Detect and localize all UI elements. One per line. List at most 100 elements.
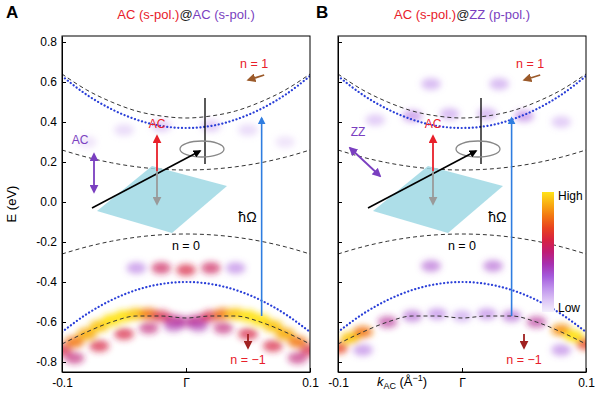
y-tick-mark xyxy=(62,322,66,323)
band-label: n = 1 xyxy=(240,57,268,71)
y-tick-mark xyxy=(338,122,342,123)
y-tick-mark xyxy=(62,82,66,83)
band-label: n = −1 xyxy=(230,353,265,367)
band-label: n = 0 xyxy=(448,239,476,253)
x-tick-label: Γ xyxy=(183,376,190,390)
y-axis xyxy=(338,37,342,373)
polarization-double xyxy=(93,154,95,192)
y-tick xyxy=(338,362,342,363)
y-tick xyxy=(338,42,342,43)
y-tick xyxy=(338,242,342,243)
y-tick-mark xyxy=(62,362,66,363)
inset-schematic: AC AC xyxy=(72,98,227,233)
band-curves xyxy=(338,74,586,344)
band-label: n = 1 xyxy=(516,57,544,71)
y-tick-label: 0.2 xyxy=(40,155,57,169)
plot-frame xyxy=(338,36,586,372)
inset-label: ZZ xyxy=(351,125,366,139)
intensity-blob xyxy=(275,136,295,148)
y-tick-label: -0.6 xyxy=(36,315,57,329)
title-part: AC (s-pol.) xyxy=(117,7,179,22)
y-tick xyxy=(338,322,342,323)
x-axis: -0.1 Γ 0.1 xyxy=(52,368,319,390)
figure-svg: AC AC ħΩ n = 1 n = 0 n = −1 -0.1 Γ 0.1 -0.8 -0.6 -0… xyxy=(0,0,600,393)
intensity-blob xyxy=(378,316,398,328)
intensity-blob xyxy=(164,320,184,332)
colorbar: HighLow xyxy=(542,189,583,315)
intensity-blob xyxy=(576,338,586,350)
intensity-blob xyxy=(64,352,84,364)
y-tick-mark xyxy=(338,242,342,243)
y-tick xyxy=(338,282,342,283)
y-tick-mark xyxy=(62,162,66,163)
x-tick-label: -0.1 xyxy=(328,376,349,390)
heat-blobs xyxy=(62,120,310,364)
y-tick-mark xyxy=(62,282,66,283)
y-tick-mark xyxy=(338,282,342,283)
intensity-blob xyxy=(551,344,571,356)
y-tick xyxy=(338,122,342,123)
colorbar-label: Low xyxy=(558,301,580,315)
panel-a: ACACħΩn = 1n = 0n = −1-0.1Γ0.1-0.8-0.6-0… xyxy=(4,3,320,390)
intensity-blob xyxy=(238,124,258,136)
beam-arrow xyxy=(368,151,476,208)
y-tick-label: 0.8 xyxy=(40,35,57,49)
x-axis-title: kAC (Å−1) xyxy=(377,373,427,391)
sample-plane xyxy=(97,166,227,233)
intensity-blob xyxy=(226,262,246,274)
heat-layer xyxy=(338,78,586,356)
intensity-blob xyxy=(427,308,447,320)
heat-blobs xyxy=(338,78,586,356)
intensity-blob xyxy=(213,322,233,334)
y-tick xyxy=(338,202,342,203)
plot-frame xyxy=(62,36,310,372)
dashed-band xyxy=(62,234,310,254)
polarization-down xyxy=(156,171,158,204)
band-curves xyxy=(62,74,310,344)
polarization-double xyxy=(350,148,380,176)
intensity-blob xyxy=(201,262,221,274)
intensity-blob xyxy=(421,260,441,272)
title-part: AC (s-pol.) xyxy=(193,7,255,22)
intensity-blob xyxy=(263,340,283,352)
x-title-part: ) xyxy=(423,374,427,389)
intensity-blob xyxy=(353,326,373,338)
dotted-band xyxy=(62,76,310,128)
inset-label: AC xyxy=(149,117,166,131)
x-title-part: −1 xyxy=(413,373,423,383)
inset-label: AC xyxy=(425,117,442,131)
x-tick-mark xyxy=(462,368,463,372)
arrow-label: ħΩ xyxy=(488,209,506,225)
y-tick-mark xyxy=(338,322,342,323)
intensity-blob xyxy=(421,78,441,90)
dashed-band xyxy=(62,74,310,118)
intensity-blob xyxy=(114,328,134,340)
dashed-band xyxy=(338,150,586,170)
inset-label: AC xyxy=(72,133,89,147)
panel-letter: B xyxy=(316,3,328,22)
y-tick-label: -0.8 xyxy=(36,355,57,369)
title-part: @ xyxy=(456,7,469,22)
title-part: AC (s-pol.) xyxy=(394,7,456,22)
intensity-blob xyxy=(514,110,534,122)
intensity-blob xyxy=(188,320,208,332)
title-part: @ xyxy=(179,7,192,22)
beam-arrow xyxy=(92,151,200,208)
band-label: n = −1 xyxy=(506,353,541,367)
x-tick: 0.1 xyxy=(302,368,319,390)
intensity-blob xyxy=(126,262,146,274)
intensity-blob xyxy=(477,108,497,120)
intensity-blob xyxy=(139,322,159,334)
x-tick-label: -0.1 xyxy=(52,376,73,390)
y-tick-mark xyxy=(62,122,66,123)
y-tick xyxy=(338,82,342,83)
band-label: n = 0 xyxy=(172,239,200,253)
panel-b: ACZZħΩn = 1n = 0n = −1-0.1Γ0.1BAC (s-pol… xyxy=(316,3,596,391)
x-axis: -0.1Γ0.1 xyxy=(328,368,595,390)
dotted-band xyxy=(338,76,586,128)
inset-schematic: AC ZZ xyxy=(350,98,503,233)
x-tick: Γ xyxy=(459,368,466,390)
intensity-blob xyxy=(176,264,196,276)
intensity-blob xyxy=(489,78,509,90)
y-tick-mark xyxy=(62,42,66,43)
